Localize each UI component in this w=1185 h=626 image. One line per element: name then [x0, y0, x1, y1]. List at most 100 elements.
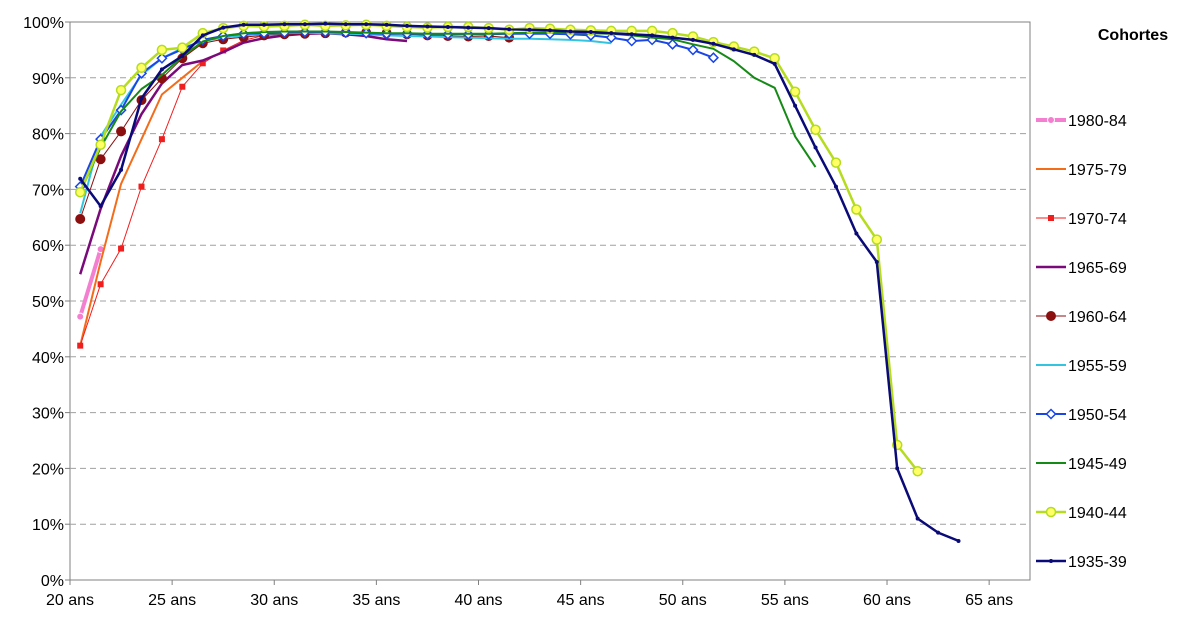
series-1940-44 — [76, 20, 922, 475]
legend-label: 1940-44 — [1068, 505, 1127, 522]
data-point-1950-54 — [688, 45, 697, 54]
y-tick-label: 20% — [32, 461, 64, 478]
data-point-1960-64 — [76, 214, 85, 223]
legend-label: 1980-84 — [1068, 113, 1127, 130]
x-tick-label: 50 ans — [659, 592, 707, 609]
data-point-1940-44 — [76, 188, 85, 197]
series-1960-64 — [76, 28, 514, 223]
data-point-1935-39 — [425, 24, 429, 28]
data-point-1935-39 — [303, 22, 307, 26]
legend-item-1955-59: 1955-59 — [1036, 358, 1127, 375]
data-point-1970-74 — [179, 84, 185, 90]
data-point-1935-39 — [568, 29, 572, 33]
data-point-1940-44 — [831, 158, 840, 167]
data-point-1960-64 — [117, 127, 126, 136]
legend-item-1975-79: 1975-79 — [1036, 162, 1127, 179]
data-point-1935-39 — [344, 22, 348, 26]
legend-item-1960-64: 1960-64 — [1036, 309, 1127, 326]
data-point-1935-39 — [609, 31, 613, 35]
legend-item-1950-54: 1950-54 — [1036, 407, 1127, 424]
legend-item-1935-39: 1935-39 — [1036, 554, 1127, 571]
data-point-1970-74 — [77, 343, 83, 349]
series-1965-69 — [80, 33, 407, 274]
data-point-1935-39 — [78, 177, 82, 181]
y-tick-label: 100% — [23, 15, 64, 32]
y-tick-label: 80% — [32, 127, 64, 144]
data-point-1935-39 — [405, 24, 409, 28]
data-point-1935-39 — [548, 28, 552, 32]
data-point-1935-39 — [282, 22, 286, 26]
y-tick-label: 0% — [41, 573, 64, 590]
series-line-1960-64 — [80, 33, 509, 219]
x-tick-label: 60 ans — [863, 592, 911, 609]
data-point-1935-39 — [160, 67, 164, 71]
x-tick-label: 45 ans — [557, 592, 605, 609]
data-point-1935-39 — [895, 466, 899, 470]
data-point-1935-39 — [1049, 559, 1053, 563]
y-tick-label: 30% — [32, 406, 64, 423]
data-point-1935-39 — [99, 204, 103, 208]
legend-item-1945-49: 1945-49 — [1036, 456, 1127, 473]
series-line-1965-69 — [80, 33, 407, 274]
y-tick-label: 60% — [32, 238, 64, 255]
y-tick-label: 70% — [32, 182, 64, 199]
x-tick-label: 35 ans — [352, 592, 400, 609]
data-point-1940-44 — [178, 43, 187, 52]
x-tick-label: 20 ans — [46, 592, 94, 609]
data-point-1940-44 — [913, 467, 922, 476]
data-point-1970-74 — [138, 184, 144, 190]
data-point-1935-39 — [119, 168, 123, 172]
legend-label: 1935-39 — [1068, 554, 1127, 571]
data-point-1970-74 — [159, 136, 165, 142]
data-point-1935-39 — [773, 62, 777, 66]
data-point-1935-39 — [385, 23, 389, 27]
gridlines — [70, 22, 1030, 580]
data-point-1950-54 — [627, 36, 636, 45]
data-point-1935-39 — [466, 26, 470, 30]
legend-item-1965-69: 1965-69 — [1036, 260, 1127, 277]
x-tick-label: 25 ans — [148, 592, 196, 609]
y-tick-label: 50% — [32, 294, 64, 311]
data-point-1940-44 — [1047, 508, 1056, 517]
data-point-1935-39 — [957, 539, 961, 543]
data-point-1935-39 — [671, 36, 675, 40]
legend-label: 1965-69 — [1068, 260, 1127, 277]
data-point-1935-39 — [752, 53, 756, 57]
data-point-1935-39 — [814, 146, 818, 150]
data-point-1935-39 — [732, 47, 736, 51]
data-point-1940-44 — [872, 235, 881, 244]
legend-label: 1970-74 — [1068, 211, 1127, 228]
data-point-1935-39 — [507, 27, 511, 31]
data-point-1935-39 — [180, 54, 184, 58]
x-tick-label: 65 ans — [965, 592, 1013, 609]
data-point-1935-39 — [650, 33, 654, 37]
axes: 0% 10% 20% 30% 40% 50% 60% 70% 80% 90% 100% 20 ans 2… — [23, 15, 1013, 609]
data-point-1970-74 — [98, 281, 104, 287]
data-point-1935-39 — [711, 42, 715, 46]
data-point-1935-39 — [630, 32, 634, 36]
data-point-1970-74 — [1048, 215, 1054, 221]
data-point-1980-84 — [1048, 117, 1055, 124]
data-point-1935-39 — [242, 23, 246, 27]
x-tick-label: 30 ans — [250, 592, 298, 609]
data-point-1935-39 — [364, 22, 368, 26]
legend-item-1980-84: 1980-84 — [1036, 113, 1127, 130]
series-lines — [76, 20, 961, 543]
data-point-1940-44 — [137, 63, 146, 72]
legend-label: 1960-64 — [1068, 309, 1127, 326]
data-point-1950-54 — [709, 53, 718, 62]
data-point-1960-64 — [1047, 312, 1056, 321]
y-tick-label: 40% — [32, 350, 64, 367]
data-point-1935-39 — [221, 26, 225, 30]
data-point-1950-54 — [668, 40, 677, 49]
data-point-1935-39 — [139, 96, 143, 100]
data-point-1940-44 — [117, 86, 126, 95]
data-point-1940-44 — [791, 87, 800, 96]
data-point-1935-39 — [201, 33, 205, 37]
legend-title: Cohortes — [1098, 27, 1168, 44]
y-tick-label: 90% — [32, 71, 64, 88]
data-point-1940-44 — [811, 125, 820, 134]
data-point-1935-39 — [834, 185, 838, 189]
